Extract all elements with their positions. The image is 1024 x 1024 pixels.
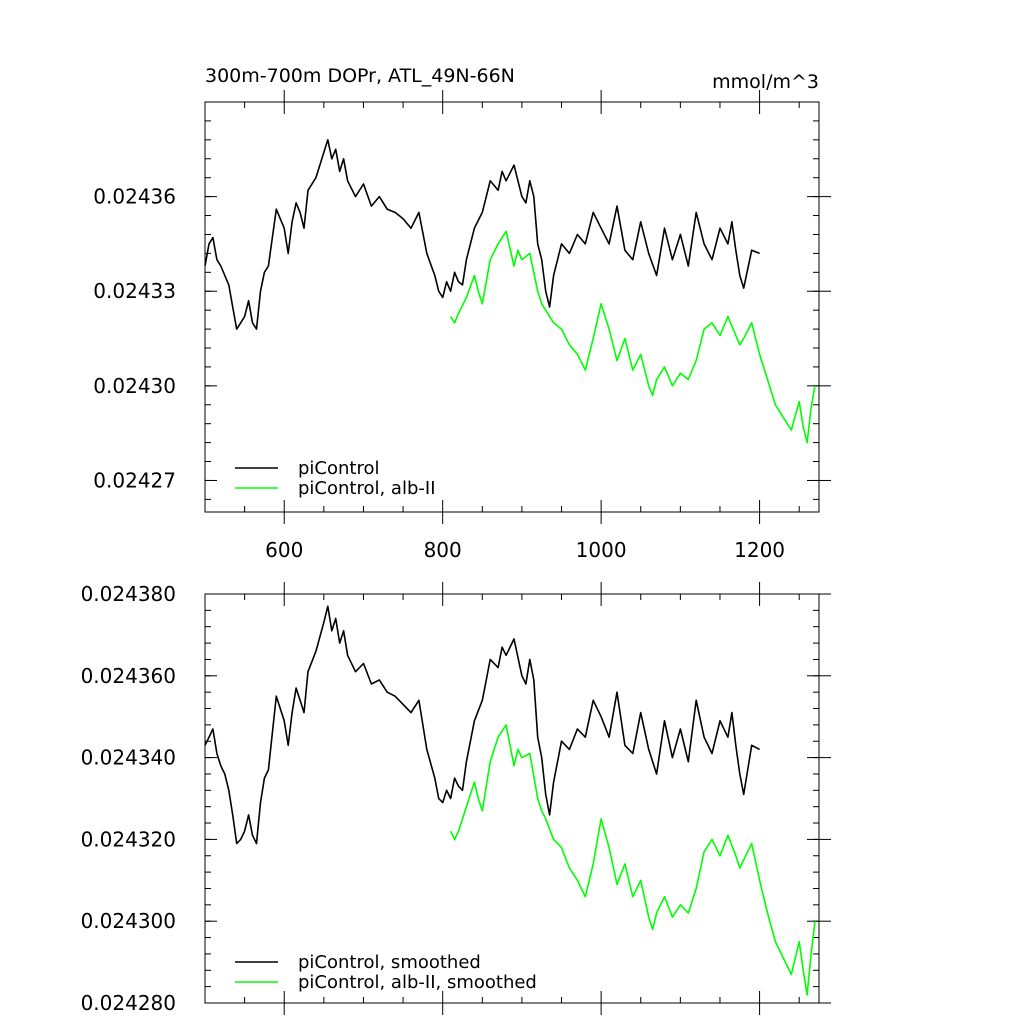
x-tick-label: 1200	[734, 538, 785, 562]
y-tick-label: 0.024300	[81, 909, 176, 933]
legend-label: piControl	[298, 458, 380, 479]
series-line-1	[449, 724, 816, 996]
plot-frame	[204, 101, 820, 513]
series-line-0	[204, 605, 760, 845]
series-line-1	[449, 230, 816, 444]
y-tick-label: 0.024360	[81, 664, 176, 688]
y-tick-label: 0.024340	[81, 746, 176, 770]
x-tick-label: 600	[265, 538, 303, 562]
units-label: mmol/m^3	[712, 71, 819, 93]
chart-title: 300m-700m DOPr, ATL_49N-66N	[205, 65, 515, 87]
y-tick-label: 0.02433	[93, 279, 176, 303]
legend-label: piControl, alb-II, smoothed	[298, 972, 537, 993]
y-tick-label: 0.02427	[93, 468, 176, 492]
legend-label: piControl, smoothed	[298, 952, 481, 973]
bottom-panel: 0.024280 0.024300 0.024320 0.024340 0.024360…	[81, 582, 831, 1015]
y-tick-label: 0.024280	[81, 991, 176, 1015]
y-tick-label: 0.024320	[81, 827, 176, 851]
y-tick-label: 0.024380	[81, 582, 176, 606]
x-tick-label: 800	[424, 538, 462, 562]
y-tick-label: 0.02436	[93, 185, 176, 209]
legend-label: piControl, alb-II	[298, 478, 436, 499]
series-line-0	[204, 139, 760, 330]
top-panel: 600 800 1000 1200 0.02427 0.02430 0.02433 0.024…	[93, 65, 831, 562]
plot-frame	[204, 593, 820, 1004]
y-tick-label: 0.02430	[93, 374, 176, 398]
x-tick-label: 1000	[576, 538, 627, 562]
